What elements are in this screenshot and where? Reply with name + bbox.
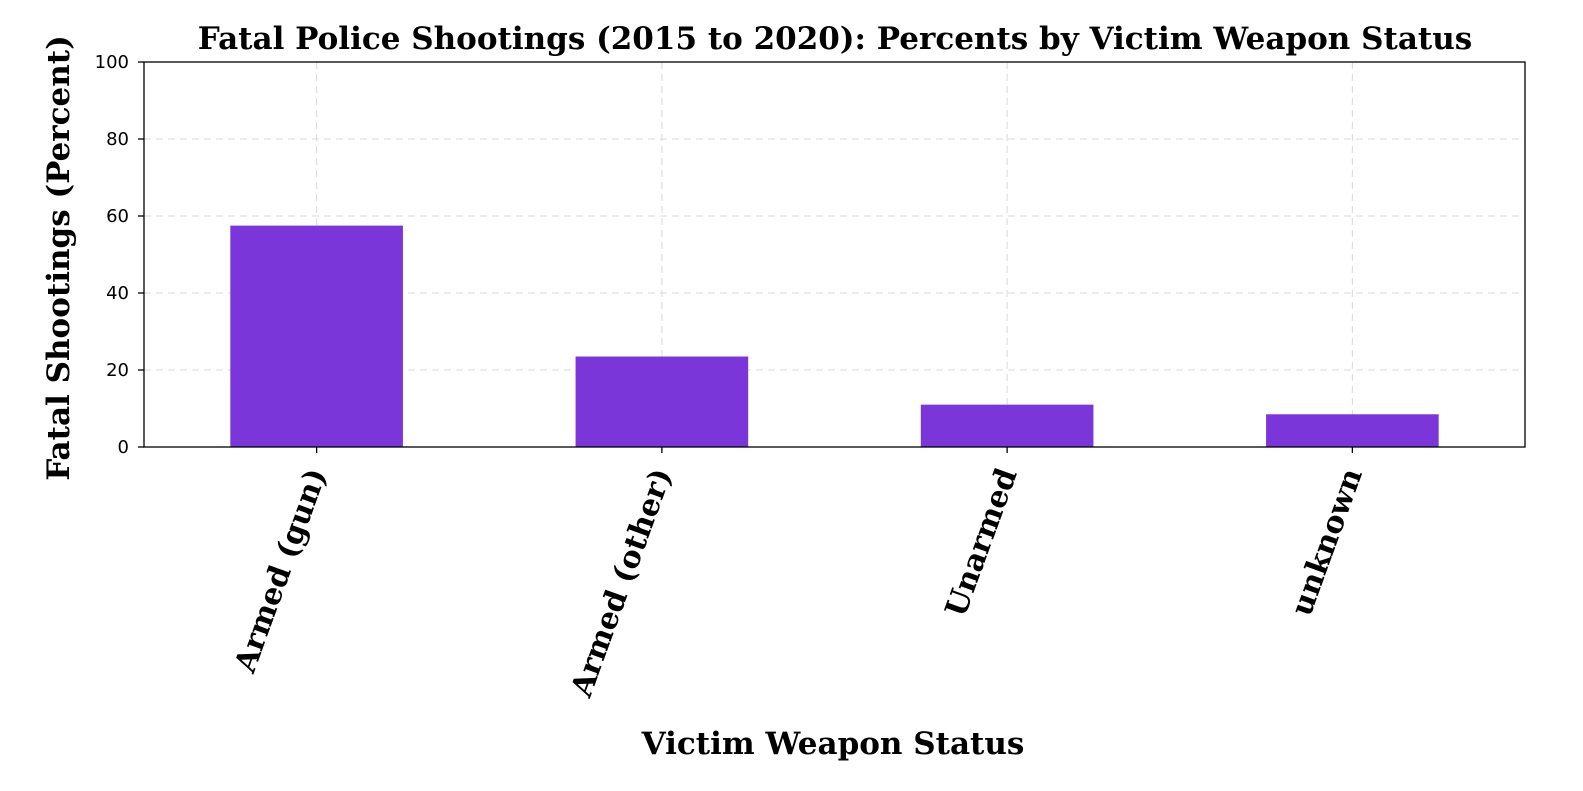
x-axis-ticks: Armed (gun) Armed (other) Unarmed unknown: [228, 447, 1370, 702]
y-axis-ticks: 0 20 40 60 80 100: [95, 52, 144, 458]
x-tick-label: unknown: [1284, 464, 1370, 621]
y-tick-label: 20: [106, 360, 129, 381]
y-tick-label: 100: [95, 52, 129, 73]
chart-title: Fatal Police Shootings (2015 to 2020): P…: [198, 21, 1472, 57]
bar: [920, 404, 1094, 447]
bars: [230, 225, 1439, 447]
plot-frame: [143, 61, 1526, 448]
bar: [575, 356, 749, 447]
y-tick-label: 0: [118, 437, 129, 458]
x-axis-label: Victim Weapon Status: [641, 726, 1025, 762]
x-tick-label: Unarmed: [939, 464, 1025, 622]
y-tick-label: 40: [106, 283, 129, 304]
y-tick-label: 80: [106, 129, 129, 150]
bar: [230, 225, 403, 447]
y-axis-label: Fatal Shootings (Percent): [41, 35, 77, 481]
x-tick-label: Armed (other): [564, 464, 679, 703]
x-tick-label: Armed (gun): [228, 464, 335, 678]
bar: [1266, 414, 1439, 447]
y-tick-label: 60: [106, 206, 129, 227]
